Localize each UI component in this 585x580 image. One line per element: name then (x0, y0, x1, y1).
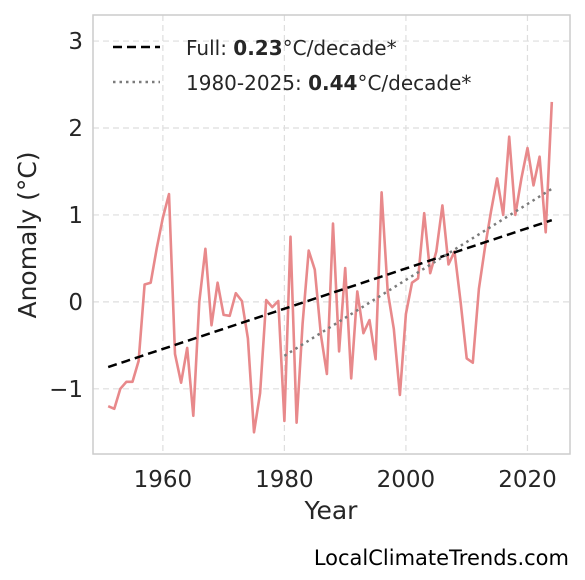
x-tick-label: 1980 (255, 467, 314, 493)
x-ticks: 1960 1980 2000 2020 (134, 467, 557, 493)
y-tick-label: 0 (68, 290, 83, 316)
legend-label-recent: 1980-2025: 0.44°C/decade* (186, 71, 471, 95)
legend-full-prefix: Full: (186, 36, 233, 60)
legend-recent-prefix: 1980-2025: (186, 71, 308, 95)
plot-border (92, 14, 571, 455)
legend-recent-suffix: °C/decade* (357, 71, 471, 95)
legend-recent-value: 0.44 (308, 71, 357, 95)
trend-lines (107, 187, 553, 369)
x-axis-title: Year (304, 496, 359, 525)
legend-full-suffix: °C/decade* (283, 36, 397, 60)
legend-label-full: Full: 0.23°C/decade* (186, 36, 397, 60)
x-tick-label: 2020 (498, 467, 557, 493)
legend-full-value: 0.23 (233, 36, 282, 60)
trend-line-recent (283, 187, 553, 357)
y-axis-title: Anomaly (°C) (13, 151, 42, 318)
trend-line-full (107, 218, 553, 369)
x-tick-label: 1960 (134, 467, 193, 493)
y-tick-label: −1 (49, 377, 83, 403)
anomaly-series-line (107, 101, 554, 434)
y-tick-label: 3 (68, 29, 83, 55)
grid (93, 15, 570, 454)
y-tick-label: 2 (68, 116, 83, 142)
y-tick-label: 1 (68, 203, 83, 229)
x-tick-label: 2000 (377, 467, 436, 493)
y-ticks: −1 0 1 2 3 (49, 29, 83, 403)
series-group (107, 101, 554, 434)
legend: Full: 0.23°C/decade* 1980-2025: 0.44°C/d… (113, 36, 471, 95)
footer-credit: LocalClimateTrends.com (313, 546, 569, 570)
